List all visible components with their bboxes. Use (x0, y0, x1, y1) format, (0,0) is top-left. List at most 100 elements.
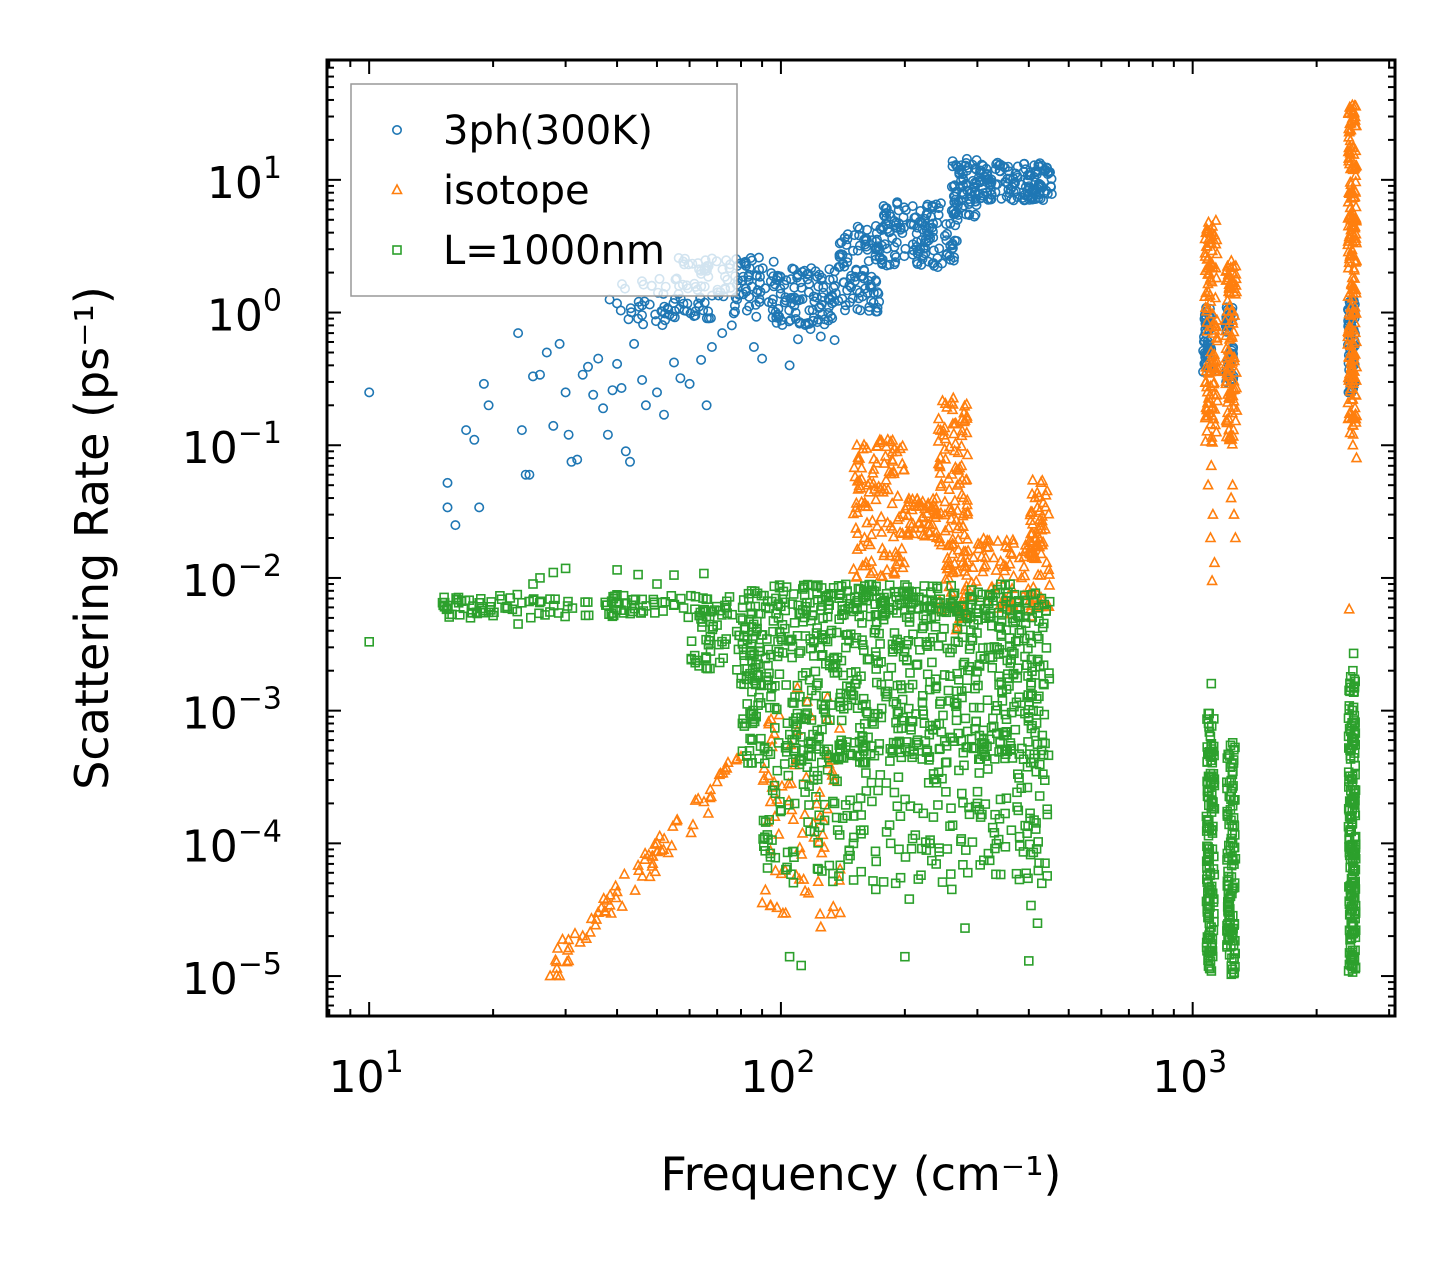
data-point-square (951, 715, 962, 726)
data-point-circle (840, 300, 851, 311)
data-point-square (757, 630, 768, 640)
data-point-square (924, 684, 935, 695)
data-point-triangle (1209, 237, 1222, 249)
data-point-square (1037, 622, 1048, 633)
data-point-circle (861, 241, 872, 252)
data-point-square (1349, 785, 1360, 795)
data-point-triangle (764, 898, 777, 910)
data-point-triangle (1228, 394, 1240, 406)
data-point-triangle (972, 542, 985, 554)
data-point-square (777, 594, 788, 605)
data-point-triangle (1342, 145, 1355, 157)
data-point-square (787, 652, 797, 663)
data-point-square (1224, 777, 1235, 788)
data-point-triangle (1042, 507, 1055, 519)
data-point-triangle (1000, 534, 1013, 546)
data-point-square (894, 844, 904, 855)
data-point-square (774, 626, 785, 637)
data-point-square (951, 686, 962, 697)
data-point-triangle (1043, 567, 1056, 579)
data-point-triangle (952, 446, 965, 458)
data-point-triangle (1349, 387, 1362, 400)
data-point-square (913, 874, 924, 884)
data-point-triangle (866, 466, 879, 478)
data-point-circle (948, 255, 959, 266)
data-point-square (364, 636, 375, 647)
data-point-square (775, 796, 785, 807)
data-point-square (1228, 766, 1238, 777)
data-point-triangle (890, 557, 902, 569)
data-point-triangle (917, 528, 929, 540)
data-point-triangle (1042, 563, 1055, 575)
data-point-triangle (1342, 396, 1354, 408)
data-point-square (817, 866, 827, 876)
data-point-square (1229, 967, 1240, 978)
data-point-square (838, 670, 849, 681)
data-point-square (1026, 654, 1037, 665)
data-point-triangle (590, 912, 603, 924)
data-point-square (628, 594, 638, 605)
data-point-circle (771, 317, 782, 328)
data-point-triangle (1224, 362, 1237, 374)
data-point-square (883, 671, 893, 681)
data-point-square (1347, 705, 1357, 716)
data-point-triangle (942, 472, 955, 484)
data-point-circle (1199, 358, 1210, 369)
data-point-triangle (922, 524, 935, 536)
data-point-triangle (632, 858, 644, 870)
data-point-circle (620, 446, 631, 457)
data-point-triangle (901, 509, 914, 521)
data-point-square (1031, 766, 1042, 777)
data-point-circle (945, 240, 956, 251)
data-point-square (975, 651, 986, 662)
data-point-circle (767, 298, 778, 309)
data-point-triangle (1227, 325, 1240, 337)
data-point-circle (908, 245, 919, 256)
data-point-square (772, 765, 783, 776)
data-point-square (888, 745, 898, 756)
data-point-square (783, 770, 794, 781)
data-point-circle (593, 353, 604, 364)
data-point-circle (364, 387, 375, 398)
data-point-triangle (960, 397, 973, 409)
data-point-triangle (896, 439, 909, 451)
data-point-triangle (584, 925, 597, 937)
data-point-square (1203, 854, 1214, 865)
data-point-circle (1008, 173, 1019, 184)
data-point-circle (626, 307, 637, 318)
data-point-circle (658, 409, 669, 420)
data-point-circle (461, 425, 472, 436)
data-point-square (690, 657, 701, 668)
data-point-triangle (848, 461, 861, 473)
data-point-square (721, 602, 732, 613)
data-point-circle (748, 341, 759, 352)
data-point-square (813, 580, 823, 590)
data-point-triangle (689, 793, 702, 805)
data-point-square (1224, 791, 1235, 802)
y-tick-label: 100 (207, 284, 282, 342)
data-point-square (961, 742, 972, 753)
data-point-square (841, 642, 851, 653)
data-point-circle (744, 291, 755, 302)
data-point-square (699, 604, 710, 615)
data-point-circle (775, 288, 786, 299)
data-point-square (844, 635, 854, 646)
data-point-square (560, 563, 571, 574)
data-point-square (439, 597, 450, 608)
data-point-square (933, 597, 943, 607)
data-point-triangle (1350, 119, 1363, 131)
data-point-triangle (898, 556, 911, 568)
data-point-square (760, 845, 771, 856)
data-point-circle (841, 239, 852, 250)
data-point-circle (450, 520, 461, 531)
data-point-square (1204, 927, 1215, 938)
data-point-triangle (833, 721, 846, 733)
data-point-triangle (1209, 362, 1222, 374)
data-point-circle (839, 261, 850, 272)
data-point-square (861, 768, 871, 778)
data-point-circle (958, 173, 969, 184)
data-point-circle (818, 287, 829, 298)
data-point-triangle (915, 521, 927, 533)
data-point-triangle (960, 426, 973, 438)
data-point-triangle (1210, 233, 1223, 245)
